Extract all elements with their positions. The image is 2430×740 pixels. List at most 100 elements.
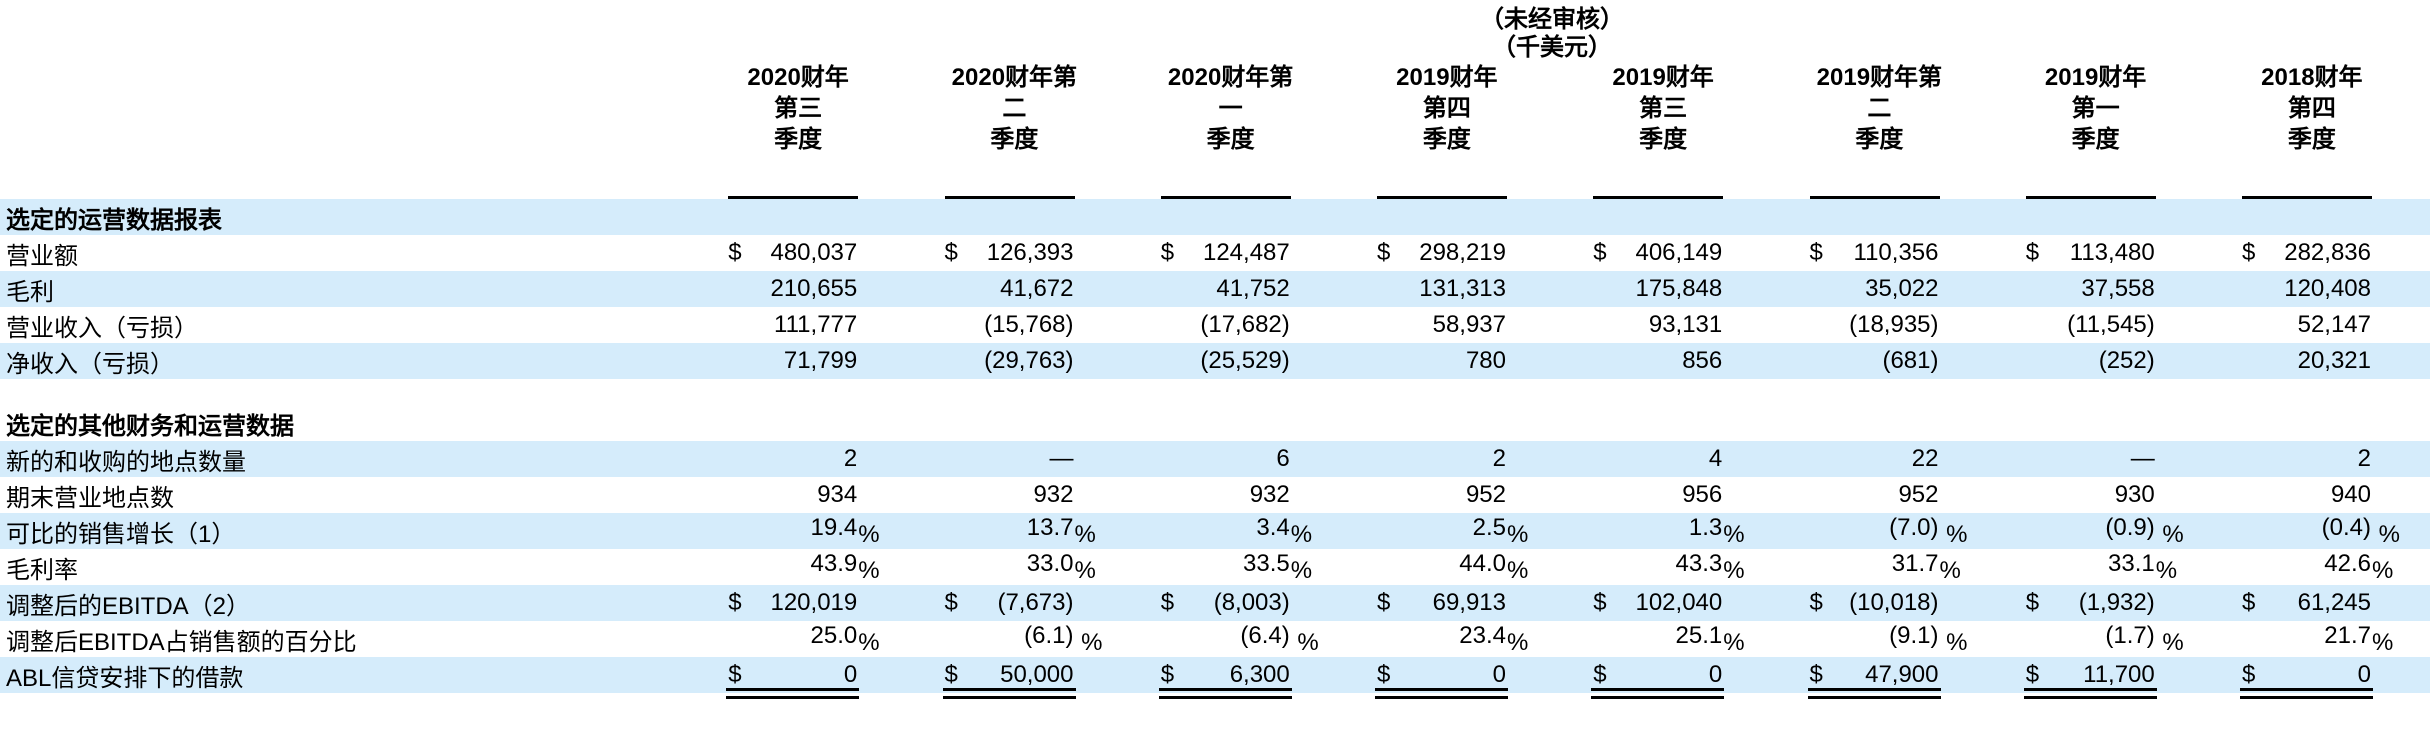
- cell-box: 31.7%: [1810, 550, 1972, 585]
- table-cell: (0.4) %: [2214, 514, 2430, 549]
- cell-value: 50,000: [1000, 661, 1074, 688]
- currency-symbol: $: [728, 589, 742, 616]
- cell-box: (0.4) %: [2242, 514, 2404, 549]
- column-header-line: 季度: [774, 126, 823, 153]
- cell-underline-wrap: 42.6: [2242, 550, 2371, 578]
- header-underline-cell: [1349, 196, 1565, 199]
- column-header: 2019财年第二季度: [1781, 62, 1997, 155]
- cell-value: 71,799: [783, 347, 858, 374]
- cell-underline-wrap: 35,022: [1810, 275, 1938, 303]
- row-label: 新的和收购的地点数量: [6, 448, 246, 476]
- cell-value: 856: [1682, 347, 1723, 374]
- cell-box: $102,040: [1593, 589, 1755, 617]
- column-header: 2020财年第二季度: [916, 62, 1132, 155]
- cell-box: 52,147: [2242, 311, 2404, 339]
- cell-underline-wrap: 43.9: [728, 550, 858, 578]
- cell-underline-wrap: $47,900: [1807, 661, 1941, 699]
- column-header: 2020财年 第三 季度: [700, 62, 916, 155]
- cell-value: 41,752: [1216, 275, 1290, 302]
- table-cell: 42.6%: [2214, 550, 2430, 585]
- cell-underline-wrap: $ (10,018): [1810, 589, 1939, 617]
- cell-value: 25.1: [1675, 621, 1723, 649]
- cell-box: 111,777: [728, 311, 890, 339]
- cell-box: (11,545): [2026, 311, 2188, 339]
- table-cell: 175,848: [1565, 275, 1781, 303]
- cell-value: 23.4: [1459, 621, 1506, 649]
- cell-underline-wrap: 4: [1593, 445, 1722, 473]
- percent-symbol: %: [858, 520, 880, 548]
- percent-symbol: %: [2155, 520, 2184, 548]
- cell-box: 43.9%: [728, 550, 890, 585]
- column-header-row: 2020财年 第三 季度 2020财年第二季度 2020财年第一季度 2019财年 第四 季度…: [0, 62, 2430, 155]
- cell-underline-wrap: 930: [2026, 481, 2155, 509]
- cell-value: 120,019: [770, 589, 858, 616]
- cell-box: 3.4%: [1161, 514, 1323, 549]
- row-label: 调整后EBITDA占销售额的百分比: [6, 628, 357, 656]
- cell-box: (681): [1810, 347, 1972, 375]
- cell-value: 6: [1276, 445, 1290, 472]
- table-cell: 210,655: [700, 275, 916, 303]
- cell-value: 1.3: [1688, 513, 1723, 541]
- percent-symbol: %: [2155, 628, 2184, 656]
- cell-underline-wrap: $0: [2240, 661, 2373, 699]
- cell-underline-wrap: (18,935): [1810, 311, 1938, 339]
- cell-box: 952: [1810, 481, 1972, 509]
- table-cell: 1.3%: [1565, 514, 1781, 549]
- cell-box: —: [2026, 445, 2188, 473]
- cell-box: 2.5%: [1377, 514, 1539, 549]
- table-cell: —: [1998, 445, 2214, 473]
- cell-underline-wrap: (0.4): [2242, 514, 2371, 542]
- table-cell: 13.7%: [916, 514, 1132, 549]
- cell-value: 52,147: [2297, 311, 2371, 338]
- cell-value: 4: [1708, 445, 1723, 472]
- cell-value: (252): [2098, 347, 2155, 374]
- cell-underline-wrap: 25.1: [1593, 621, 1723, 650]
- cell-value: (9.1): [1889, 621, 1939, 649]
- cell-box: $61,245: [2242, 589, 2404, 617]
- percent-symbol: %: [1074, 628, 1103, 656]
- column-header-line: 第三: [774, 95, 823, 122]
- cell-box: $480,037: [728, 239, 890, 267]
- section-header-row: 选定的其他财务和运营数据: [0, 405, 2430, 441]
- cell-box: 93,131: [1593, 311, 1755, 339]
- cell-box: $ (1,932): [2026, 589, 2188, 617]
- cell-box: 856: [1593, 347, 1755, 375]
- currency-symbol: $: [2025, 661, 2040, 688]
- table-cell: 952: [1349, 481, 1565, 509]
- table-cell: 932: [916, 481, 1132, 509]
- cell-underline-wrap: (7.0): [1810, 514, 1938, 542]
- column-header-line: 2018财年: [2261, 64, 2363, 91]
- cell-value: 43.3: [1675, 549, 1723, 577]
- cell-value: 61,245: [2297, 589, 2371, 616]
- cell-box: (15,768): [945, 311, 1107, 339]
- cell-underline-wrap: $102,040: [1593, 589, 1722, 617]
- cell-box: (6.4) %: [1161, 622, 1323, 657]
- cell-box: 58,937: [1377, 311, 1539, 339]
- cell-box: 33.1%: [2026, 550, 2188, 585]
- cell-box: 210,655: [728, 275, 890, 303]
- cell-underline-wrap: $0: [726, 661, 860, 699]
- table-cell: $102,040: [1565, 589, 1781, 617]
- cell-value: 93,131: [1648, 311, 1723, 338]
- section-header-label: 选定的运营数据报表: [6, 206, 222, 234]
- cell-underline-wrap: (1.7): [2026, 622, 2154, 650]
- cell-underline-wrap: —: [2026, 445, 2155, 473]
- cell-value: 932: [1249, 481, 1290, 508]
- currency-symbol: $: [728, 239, 742, 266]
- cell-box: 41,672: [945, 275, 1107, 303]
- row-label: ABL信贷安排下的借款: [6, 664, 244, 692]
- currency-symbol: $: [2242, 239, 2256, 266]
- column-header: 2019财年 第四 季度: [1349, 62, 1565, 155]
- cell-underline-wrap: 2: [728, 445, 857, 473]
- cell-box: (0.9) %: [2026, 514, 2188, 549]
- percent-symbol: %: [2372, 520, 2401, 548]
- table-cell: (1.7) %: [1998, 622, 2214, 657]
- column-header-line: 2019财年: [2044, 64, 2147, 91]
- cell-value: (25,529): [1200, 347, 1290, 374]
- table-cell: 956: [1565, 481, 1781, 509]
- table-cell: $ (10,018): [1781, 589, 1997, 617]
- cell-underline-wrap: $120,019: [728, 589, 857, 617]
- cell-underline-wrap: 33.5: [1161, 550, 1290, 578]
- cell-value: 2: [1492, 445, 1506, 472]
- table-cell: 940: [2214, 481, 2430, 509]
